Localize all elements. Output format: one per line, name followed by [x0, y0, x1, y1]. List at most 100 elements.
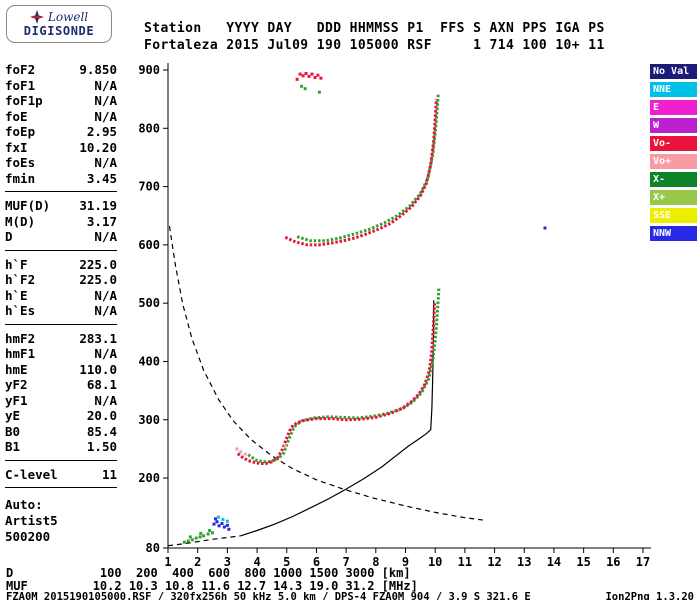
param-label: foF1p: [5, 93, 43, 108]
x-tick-label: 2: [194, 555, 201, 569]
station-header: Station YYYY DAY DDD HHMMSS P1 FFS S AXN…: [144, 20, 605, 54]
legend-item-x-: X-: [650, 172, 697, 187]
muf-transmission-curve: [168, 226, 483, 521]
x-tick-label: 9: [402, 555, 409, 569]
param-label: foE: [5, 108, 28, 124]
param-value: 110.0: [79, 361, 117, 377]
panel-footer-line: Auto:: [5, 497, 43, 512]
distance-row: D 100 200 400 600 800 1000 1500 3000 [km…: [6, 566, 411, 580]
x-tick-label: 4: [253, 555, 260, 569]
legend-item-nnw: NNW: [650, 226, 697, 241]
param-label: B1: [5, 439, 21, 454]
param-row: B1 1.50: [5, 439, 117, 455]
param-row: foEs N/A: [5, 155, 117, 171]
y-tick-label: 600: [138, 238, 160, 252]
x-tick-label: 6: [313, 555, 320, 569]
file-info: FZA0M_2015190105000.RSF / 320fx256h 50 k…: [6, 591, 531, 600]
series-near-trace-vo+: [235, 444, 287, 456]
param-value: 85.4: [86, 423, 117, 439]
logo-name: Lowell: [47, 9, 89, 24]
param-label: h`F: [5, 256, 28, 272]
param-value: N/A: [94, 108, 117, 124]
true-height-profile: [240, 300, 435, 537]
param-value: 283.1: [79, 330, 117, 346]
param-value: 9.850: [79, 62, 117, 77]
parameter-panel: foF2 9.850 foF1 N/A foF1p N/A foE N/A foEp 2.95 fx…: [5, 62, 117, 545]
logo-product: DIGISONDE: [23, 24, 95, 38]
x-tick-label: 1: [164, 555, 171, 569]
param-row: fmin 3.45: [5, 171, 117, 187]
param-row: h`Es N/A: [5, 303, 117, 319]
param-row: yF2 68.1: [5, 377, 117, 393]
param-row: h`F 225.0: [5, 257, 117, 273]
profile-lines: [167, 226, 483, 547]
file-status-row: FZA0M_2015190105000.RSF / 320fx256h 50 k…: [6, 591, 694, 600]
y-tick-label: 200: [138, 471, 160, 485]
y-tick-label: 900: [138, 63, 160, 77]
param-row: hmF1 N/A: [5, 346, 117, 362]
param-label: foEp: [5, 124, 36, 139]
param-value: 31.19: [79, 198, 117, 213]
param-label: hmE: [5, 361, 28, 377]
param-row: foEp 2.95: [5, 124, 117, 140]
series-2nd-hop-o-mode: [284, 99, 438, 247]
series-2nd-hop-x-mode: [296, 94, 440, 243]
param-label: yE: [5, 408, 21, 423]
param-value: 10.20: [79, 139, 117, 155]
param-label: M(D): [5, 213, 36, 229]
y-tick-label: 80: [146, 541, 160, 555]
param-row: foF2 9.850: [5, 62, 117, 78]
x-tick-label: 7: [343, 555, 350, 569]
series-stray-echo-nnw: [543, 226, 547, 230]
param-row: h`E N/A: [5, 288, 117, 304]
y-tick-label: 500: [138, 296, 160, 310]
param-value: N/A: [94, 303, 117, 318]
param-value: N/A: [94, 77, 117, 93]
param-row: C-level 11: [5, 467, 117, 483]
param-value: N/A: [94, 287, 117, 303]
param-value: N/A: [94, 346, 117, 361]
param-row: B0 85.4: [5, 424, 117, 440]
muf-row: MUF 10.2 10.3 10.8 11.6 12.7 14.3 19.0 3…: [6, 579, 418, 593]
param-row: D N/A: [5, 229, 117, 245]
station-header-line2: Fortaleza 2015 Jul09 190 105000 RSF 1 71…: [144, 38, 605, 53]
series-3rd-hop-fragments-x: [300, 84, 321, 94]
param-row: MUF(D) 31.19: [5, 198, 117, 214]
x-tick-label: 10: [428, 555, 442, 569]
param-label: D: [5, 229, 13, 244]
param-label: fxI: [5, 139, 28, 155]
series-3rd-hop-fragments-o: [295, 72, 323, 81]
legend: No Val NNE E W Vo- Vo+ X- X+ SSE NNW: [650, 64, 697, 244]
param-value: 225.0: [79, 272, 117, 287]
param-row: M(D) 3.17: [5, 214, 117, 230]
legend-item-sse: SSE: [650, 208, 697, 223]
lowell-digisonde-logo: Lowell DIGISONDE: [6, 5, 112, 43]
param-value: N/A: [94, 229, 117, 244]
param-value: 1.50: [86, 439, 117, 454]
x-tick-label: 12: [487, 555, 501, 569]
param-label: yF2: [5, 377, 28, 392]
panel-footer-line: 500200: [5, 529, 51, 544]
param-label: hmF1: [5, 346, 36, 361]
param-row: foF1p N/A: [5, 93, 117, 109]
param-value: N/A: [94, 93, 117, 108]
x-tick-label: 14: [547, 555, 561, 569]
param-label: fmin: [5, 170, 36, 186]
param-value: 11: [101, 466, 117, 482]
x-tick-label: 11: [458, 555, 472, 569]
param-row: yE 20.0: [5, 408, 117, 424]
series-e-region-echoes-nnw: [212, 517, 231, 531]
y-tick-label: 400: [138, 354, 160, 368]
param-value: 20.0: [86, 408, 117, 423]
param-label: foEs: [5, 155, 36, 170]
x-tick-label: 16: [606, 555, 620, 569]
x-tick-label: 17: [636, 555, 650, 569]
param-row: hmE 110.0: [5, 362, 117, 378]
y-tick-label: 300: [138, 413, 160, 427]
param-row: foF1 N/A: [5, 78, 117, 94]
x-tick-label: 8: [372, 555, 379, 569]
series-e-region-echoes-x+: [182, 529, 214, 544]
param-row: yF1 N/A: [5, 393, 117, 409]
